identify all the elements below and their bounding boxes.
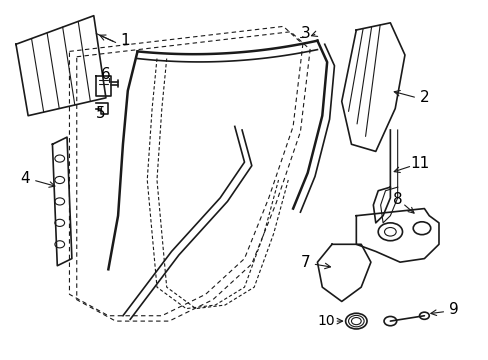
Text: 7: 7 <box>300 255 309 270</box>
Text: 10: 10 <box>317 314 334 328</box>
Text: 5: 5 <box>96 107 106 121</box>
Text: 9: 9 <box>448 302 458 317</box>
Text: 6: 6 <box>101 67 111 82</box>
Text: 4: 4 <box>20 171 29 186</box>
Text: 11: 11 <box>409 157 428 171</box>
Text: 3: 3 <box>300 26 309 41</box>
Text: 2: 2 <box>419 90 428 105</box>
Text: 1: 1 <box>121 33 130 48</box>
Text: 8: 8 <box>392 192 402 207</box>
